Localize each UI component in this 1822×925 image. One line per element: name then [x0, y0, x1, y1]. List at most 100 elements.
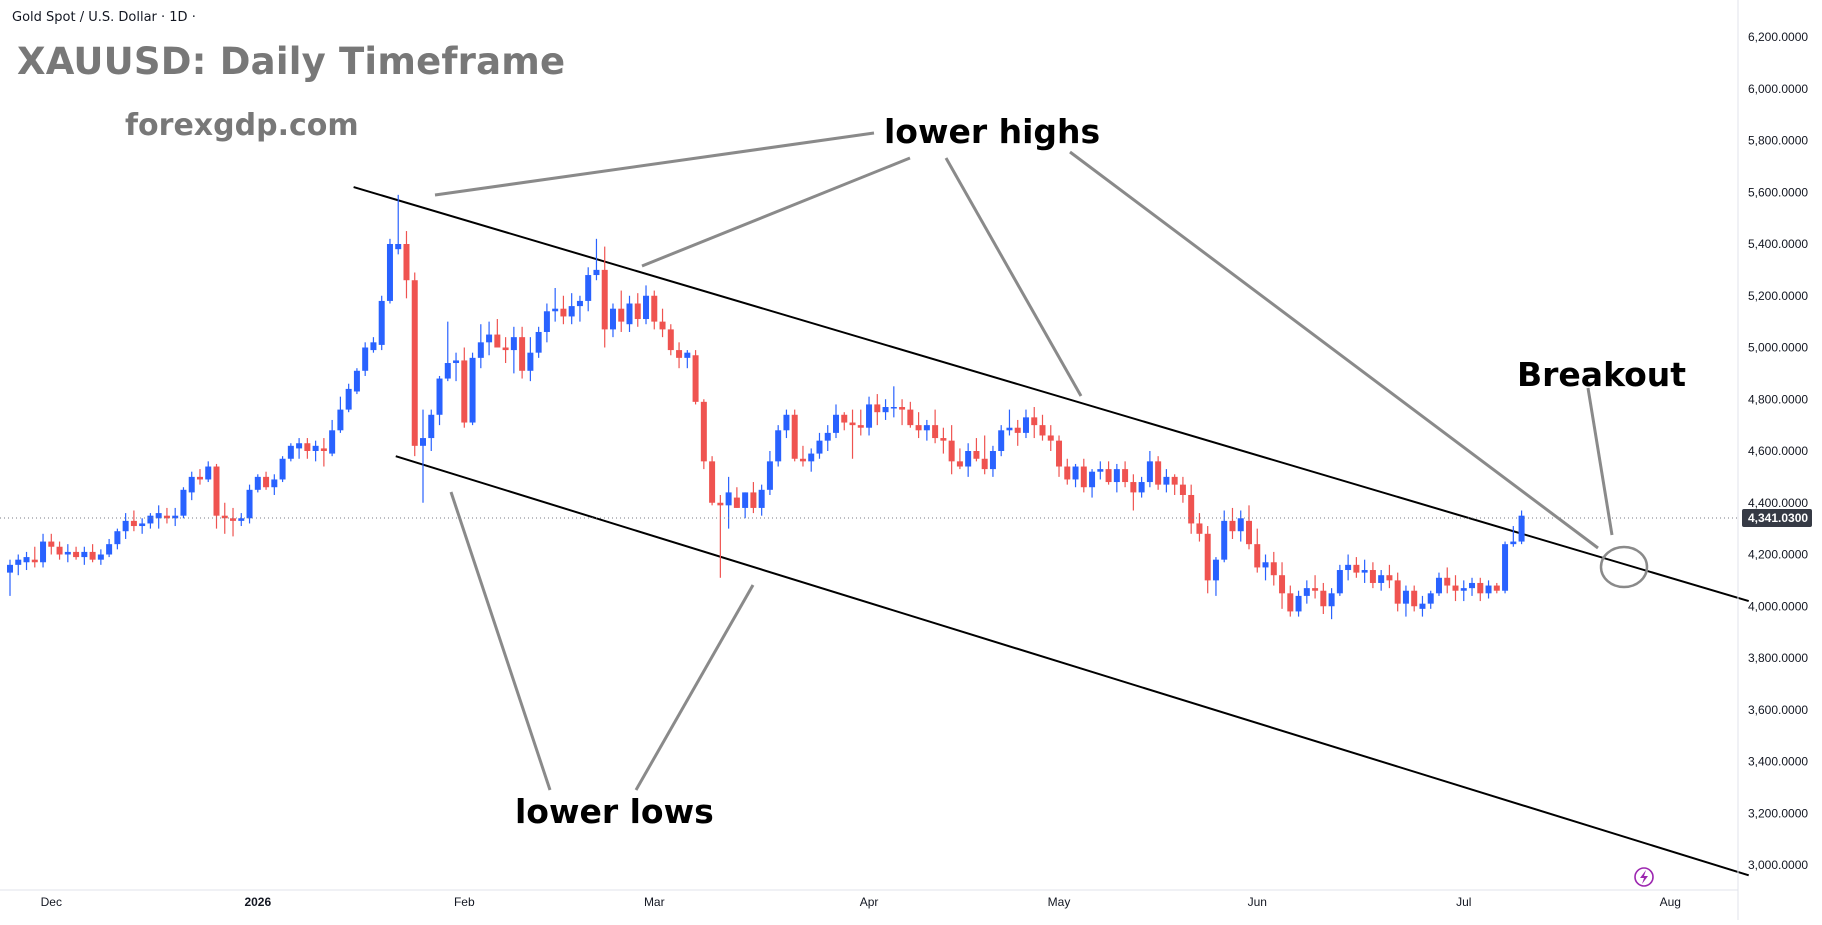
candle	[420, 409, 426, 503]
candle	[601, 246, 608, 348]
candle	[1270, 551, 1277, 586]
candle	[1254, 528, 1261, 573]
candle	[618, 290, 625, 332]
candle	[362, 342, 369, 376]
candle	[370, 337, 377, 353]
candle	[1237, 510, 1244, 542]
price-tick-label: 4,800.0000	[1748, 392, 1808, 406]
candle	[1113, 463, 1120, 493]
price-tick-label: 3,400.0000	[1748, 755, 1808, 769]
candle	[254, 474, 261, 493]
candle	[31, 546, 38, 568]
candle	[1502, 541, 1509, 594]
time-tick-label: Jun	[1248, 895, 1267, 909]
candle	[890, 386, 897, 418]
candle	[271, 474, 278, 495]
candle	[147, 513, 154, 529]
candle	[1138, 476, 1145, 498]
candle	[1477, 577, 1484, 602]
candle	[1171, 474, 1178, 495]
price-tick-label: 3,600.0000	[1748, 703, 1808, 717]
candle	[1080, 458, 1087, 493]
candle	[345, 383, 352, 413]
candle	[312, 440, 319, 462]
candle	[1287, 585, 1294, 617]
candle	[998, 425, 1005, 457]
candle	[750, 482, 757, 514]
candle	[1022, 409, 1029, 439]
candle	[1411, 585, 1418, 612]
candle	[1469, 577, 1476, 596]
candle	[106, 538, 113, 558]
time-tick-label: Apr	[860, 895, 879, 909]
candle	[907, 401, 914, 428]
candle	[172, 507, 179, 527]
candle	[40, 533, 47, 568]
candle	[1510, 526, 1517, 547]
candle	[849, 409, 856, 459]
candle	[436, 375, 443, 426]
candle	[279, 456, 286, 483]
candle	[486, 321, 493, 356]
time-tick-label: Jul	[1456, 895, 1471, 909]
candle	[411, 272, 418, 457]
candle	[1312, 575, 1319, 599]
price-axis[interactable]: 6,200.0000 6,000.0000 5,800.0000 5,600.0000…	[1748, 30, 1808, 872]
candle	[1221, 510, 1228, 563]
candle	[1014, 419, 1021, 446]
candle	[403, 231, 410, 299]
candle	[1369, 562, 1376, 589]
candle	[139, 518, 146, 534]
price-tick-label: 3,800.0000	[1748, 651, 1808, 665]
candle	[882, 399, 889, 420]
lightning-icon[interactable]	[1634, 867, 1654, 887]
candle	[1419, 595, 1426, 617]
price-tick-label: 3,200.0000	[1748, 806, 1808, 820]
candle	[1105, 461, 1112, 485]
candle	[651, 290, 658, 330]
candle	[1212, 557, 1219, 596]
candle	[1493, 582, 1500, 594]
candle	[1427, 590, 1434, 609]
candle	[81, 546, 88, 565]
candle	[1196, 513, 1203, 542]
candle	[552, 287, 559, 322]
time-axis[interactable]: Dec 2026 Feb Mar Apr May Jun Jul Aug	[41, 895, 1681, 909]
candle	[973, 438, 980, 462]
candle	[742, 492, 749, 519]
candle	[386, 238, 393, 304]
candle	[576, 295, 583, 322]
candle	[510, 326, 517, 374]
candle	[758, 484, 765, 516]
lower-highs-pointer	[944, 157, 1083, 397]
candle	[1378, 570, 1385, 591]
candle	[1130, 474, 1137, 511]
last-price-badge	[1742, 509, 1812, 528]
time-tick-label: 2026	[244, 895, 271, 909]
candle	[1163, 469, 1170, 493]
candle	[866, 396, 873, 436]
candle	[329, 419, 336, 457]
candle	[1047, 425, 1054, 451]
last-price-marker: 4,341.0300	[0, 509, 1812, 528]
candle	[444, 321, 451, 382]
price-tick-label: 5,400.0000	[1748, 237, 1808, 251]
candle	[857, 409, 864, 436]
candle	[932, 409, 939, 444]
candle	[841, 412, 848, 431]
candle	[15, 554, 22, 576]
candle	[766, 451, 773, 495]
annotation-pointers	[434, 131, 1614, 791]
candle	[783, 409, 790, 439]
candle	[238, 513, 245, 527]
time-tick-label: Feb	[454, 895, 475, 909]
symbol-description: Gold Spot / U.S. Dollar · 1D ·	[12, 10, 196, 25]
candle	[543, 303, 550, 343]
candle	[667, 324, 674, 356]
chart-title: XAUUSD: Daily Timeframe	[17, 40, 566, 83]
candle	[1295, 590, 1302, 617]
candle	[287, 443, 294, 462]
